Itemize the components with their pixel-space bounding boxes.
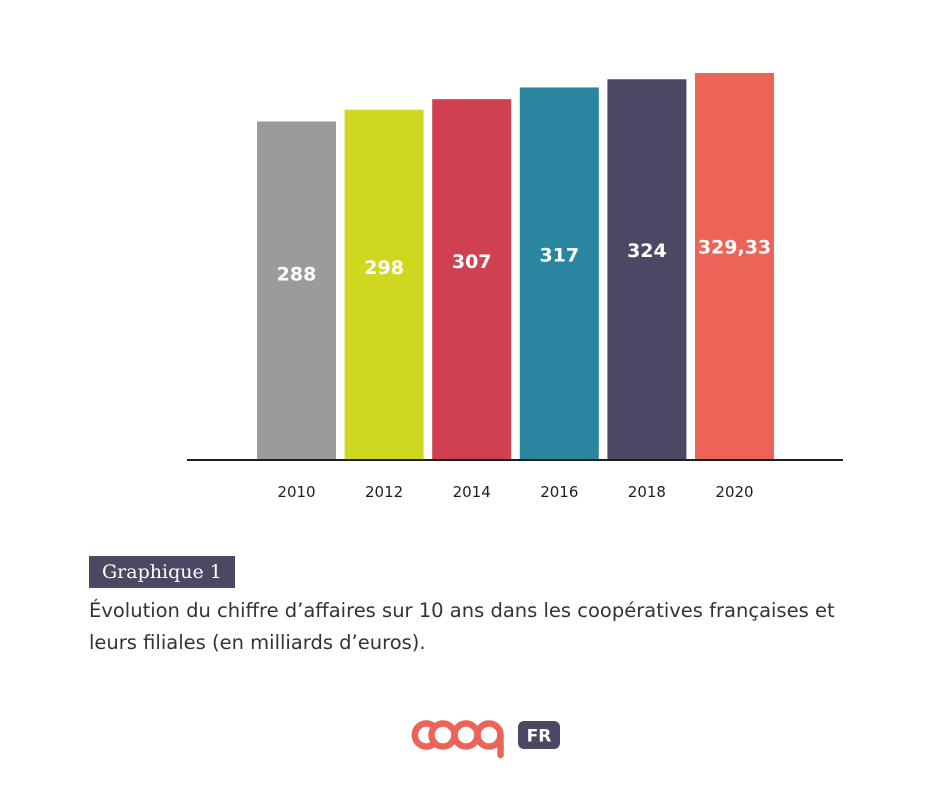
bar-2020 — [695, 73, 774, 459]
coop-logo-mark — [411, 720, 504, 759]
x-tick-2020: 2020 — [715, 483, 753, 501]
fr-badge-label: FR — [527, 727, 552, 747]
bar-2016 — [519, 87, 599, 459]
value-label-2016: 317 — [539, 245, 579, 267]
x-tick-2014: 2014 — [453, 483, 491, 501]
value-label-2012: 298 — [364, 257, 404, 279]
value-label-2010: 288 — [277, 263, 317, 285]
fr-badge — [518, 721, 560, 749]
x-tick-labels-layer: 2010 2012 2014 2016 2018 2020 — [277, 483, 753, 501]
bar-chart: 288 298 307 317 324 329,33 2010 2012 2014 2016 20… — [187, 73, 843, 501]
value-label-2018: 324 — [627, 240, 667, 262]
bar-2014 — [432, 99, 512, 459]
value-label-2020: 329,33 — [698, 237, 771, 259]
caption-text: Évolution du chiffre d’affaires sur 10 a… — [89, 599, 835, 654]
value-label-2014: 307 — [452, 251, 492, 273]
coop-fr-logo: FR — [411, 720, 560, 759]
bar-2018 — [607, 79, 687, 460]
caption-tag: Graphique 1 — [89, 556, 235, 588]
x-tick-2012: 2012 — [365, 483, 403, 501]
bar-2010 — [257, 121, 336, 459]
bars-layer — [257, 73, 774, 460]
bar-2012 — [344, 109, 424, 459]
x-tick-2016: 2016 — [540, 483, 578, 501]
x-tick-2018: 2018 — [628, 483, 666, 501]
x-tick-2010: 2010 — [277, 483, 315, 501]
value-labels-layer: 288 298 307 317 324 329,33 — [277, 237, 772, 286]
